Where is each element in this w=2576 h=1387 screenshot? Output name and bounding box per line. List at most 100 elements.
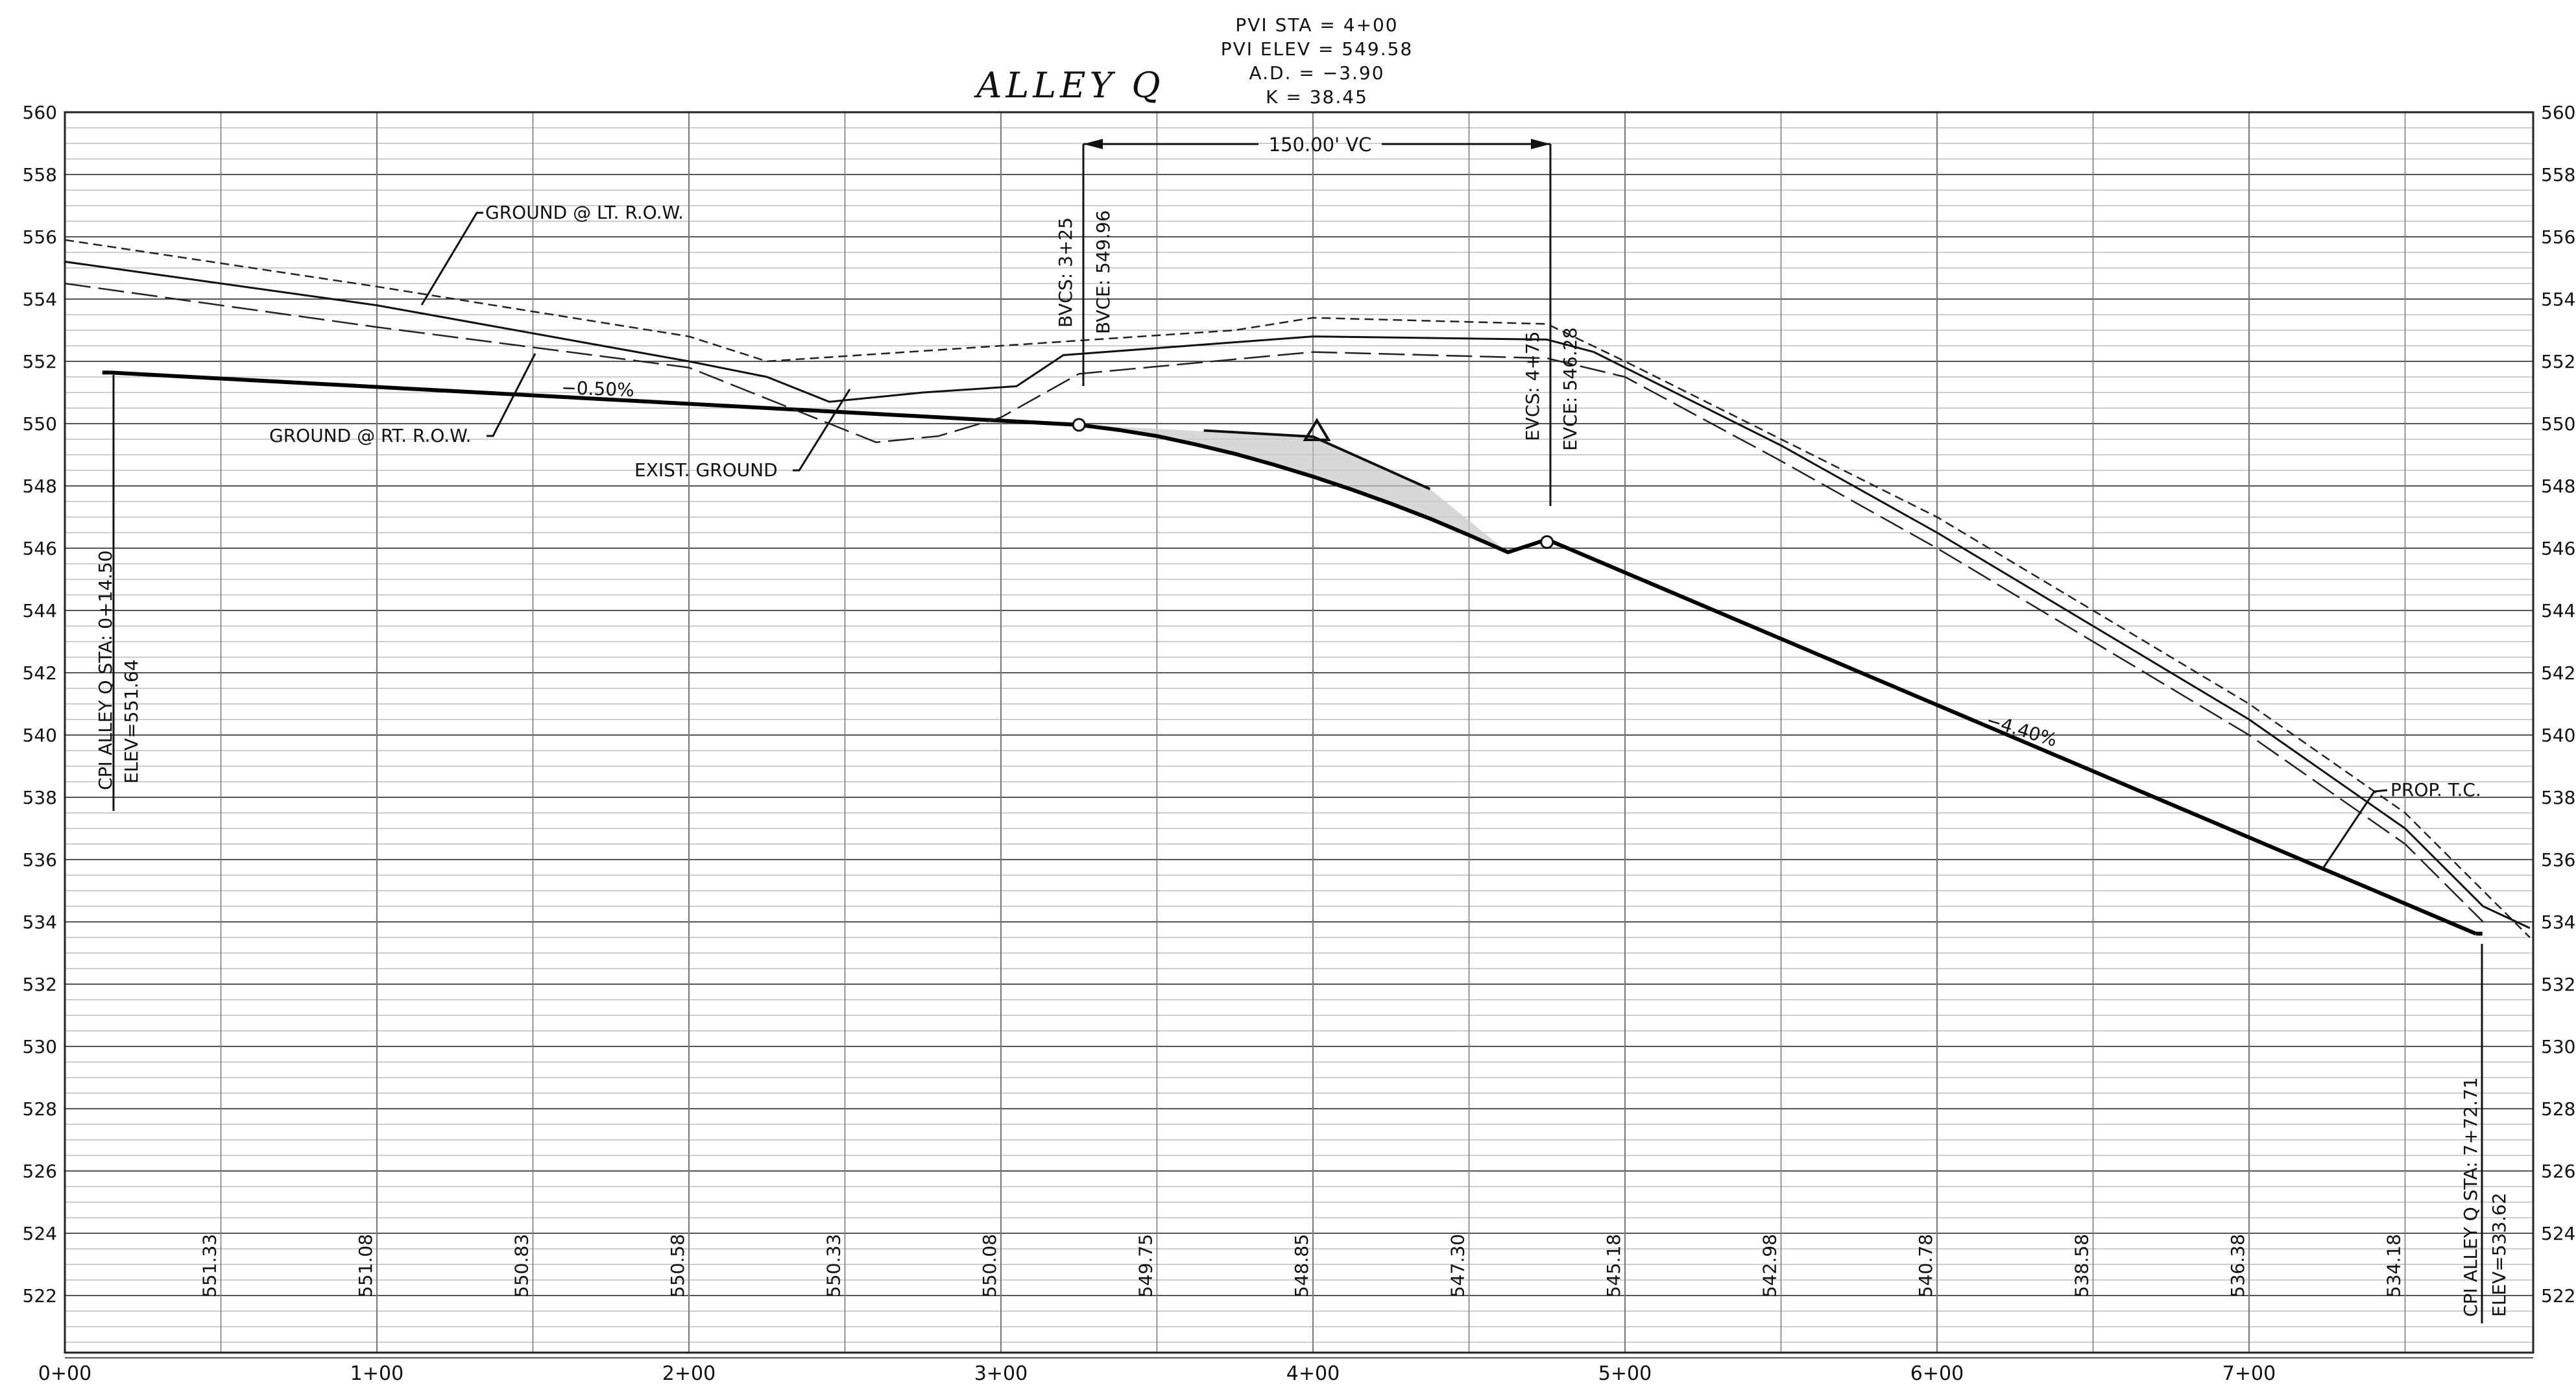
callout-prop-tc-label: PROP. T.C.: [2390, 779, 2481, 801]
y-tick-label-right: 540: [2541, 725, 2575, 746]
y-tick-label-left: 530: [23, 1036, 57, 1057]
profile-elevation-label: 551.08: [355, 1234, 376, 1297]
drawing-title: ALLEY Q: [973, 65, 1164, 106]
profile-elevation-label: 545.18: [1603, 1234, 1624, 1297]
cpi-start-elevation-label: ELEV=551.64: [121, 659, 142, 784]
profile-elevation-label: 538.58: [2071, 1234, 2093, 1297]
y-tick-label-right: 536: [2541, 849, 2575, 871]
x-tick-label: 1+00: [350, 1362, 403, 1385]
y-tick-label-right: 558: [2541, 164, 2575, 186]
profile-elevation-label: 548.85: [1291, 1234, 1312, 1297]
y-tick-label-right: 542: [2541, 662, 2575, 684]
y-tick-label-right: 554: [2541, 289, 2575, 310]
x-tick-label: 5+00: [1598, 1362, 1652, 1385]
y-tick-label-left: 528: [23, 1098, 57, 1120]
pvi-tangent-extension: [1203, 429, 1431, 490]
axis-labels: 522 522 524 524 526 526 528 528 530 530 532 532 534 5…: [23, 102, 2576, 1385]
x-tick-label: 4+00: [1286, 1362, 1340, 1385]
profile-elevation-label: 536.38: [2227, 1234, 2248, 1297]
y-tick-label-left: 532: [23, 974, 57, 995]
y-tick-label-right: 548: [2541, 476, 2575, 497]
y-tick-label-left: 546: [23, 538, 57, 559]
y-tick-label-left: 552: [23, 351, 57, 372]
callout-exist-ground: EXIST. GROUND: [634, 389, 851, 481]
y-tick-label-right: 526: [2541, 1161, 2575, 1182]
profile-lines: [64, 239, 2531, 938]
y-tick-label-right: 524: [2541, 1223, 2575, 1244]
y-tick-label-right: 538: [2541, 787, 2575, 808]
y-tick-label-left: 544: [23, 600, 57, 621]
y-tick-label-left: 560: [23, 102, 57, 123]
y-tick-label-left: 536: [23, 849, 57, 871]
evc-point: [1540, 535, 1554, 549]
y-tick-label-left: 524: [23, 1223, 57, 1244]
x-tick-label: 6+00: [1910, 1362, 1964, 1385]
k-value-text: K = 38.45: [1266, 86, 1368, 108]
pvi-info-block: PVI STA = 4+00 PVI ELEV = 549.58 A.D. = …: [1221, 14, 1414, 108]
pvi-triangle-icon: [1303, 418, 1331, 441]
cpi-end-marker: CPI ALLEY Q STA: 7+72.71 ELEV=533.62: [2460, 944, 2510, 1323]
profile-elevation-label: 550.08: [979, 1234, 1000, 1297]
y-tick-label-left: 554: [23, 289, 57, 310]
callout-ground-rt: GROUND @ RT. R.O.W.: [269, 353, 536, 446]
y-tick-label-right: 544: [2541, 600, 2575, 621]
y-tick-label-left: 548: [23, 476, 57, 497]
profile-elevation-label: 540.78: [1915, 1234, 1936, 1297]
cpi-start-station-label: CPI ALLEY Q STA: 0+14.50: [95, 550, 116, 790]
series-line-proposed-profile: [110, 370, 2477, 936]
y-tick-label-left: 542: [23, 662, 57, 684]
grid-frame: [64, 111, 2534, 1354]
grade-in-label: −0.50%: [561, 377, 635, 401]
series-line-ground-rt-r-o-w: [64, 282, 2484, 923]
x-tick-label: 7+00: [2222, 1362, 2276, 1385]
x-tick-label: 0+00: [38, 1362, 91, 1385]
y-tick-label-right: 522: [2541, 1285, 2575, 1307]
y-tick-label-right: 532: [2541, 974, 2575, 995]
pvi-elevation-text: PVI ELEV = 549.58: [1221, 38, 1414, 60]
callout-ground-rt-label: GROUND @ RT. R.O.W.: [269, 425, 472, 446]
y-tick-label-left: 526: [23, 1161, 57, 1182]
bvc-station-label: BVCS: 3+25: [1055, 217, 1076, 328]
algebraic-difference-text: A.D. = −3.90: [1249, 62, 1384, 84]
series-line-ground-lt-r-o-w: [64, 239, 2531, 938]
profile-elevation-label: 542.98: [1759, 1234, 1781, 1297]
y-tick-label-right: 546: [2541, 538, 2575, 559]
callout-prop-tc: PROP. T.C.: [2321, 779, 2481, 870]
y-tick-label-right: 530: [2541, 1036, 2575, 1057]
y-tick-label-right: 552: [2541, 351, 2575, 372]
profile-elevation-label: 550.58: [667, 1234, 688, 1297]
elevation-labels: 551.33 551.08 550.83 550.58 550.33 550.08 549.…: [199, 1234, 2405, 1297]
x-tick-label: 3+00: [974, 1362, 1028, 1385]
y-tick-label-left: 522: [23, 1285, 57, 1307]
y-tick-label-left: 538: [23, 787, 57, 808]
y-tick-label-right: 550: [2541, 413, 2575, 435]
profile-elevation-label: 534.18: [2383, 1234, 2405, 1297]
x-tick-label: 2+00: [662, 1362, 716, 1385]
y-tick-label-left: 556: [23, 226, 57, 248]
callout-ground-lt-label: GROUND @ LT. R.O.W.: [485, 202, 684, 223]
y-tick-label-right: 528: [2541, 1098, 2575, 1120]
profile-elevation-label: 550.83: [511, 1234, 533, 1297]
y-tick-label-right: 534: [2541, 911, 2575, 933]
y-tick-label-left: 550: [23, 413, 57, 435]
cpi-start-marker: CPI ALLEY Q STA: 0+14.50 ELEV=551.64: [95, 375, 142, 811]
evc-elevation-label: EVCE: 546.28: [1559, 328, 1581, 451]
callout-ground-lt: GROUND @ LT. R.O.W.: [420, 202, 684, 306]
vertical-curve-shading: [1079, 424, 1508, 553]
y-tick-label-left: 540: [23, 725, 57, 746]
bvc-point: [1072, 418, 1086, 432]
bvc-marker: BVCS: 3+25 BVCE: 549.96: [1055, 144, 1114, 386]
vc-length-label: 150.00' VC: [1269, 134, 1372, 156]
cpi-end-elevation-label: ELEV=533.62: [2488, 1192, 2510, 1317]
bvc-elevation-label: BVCE: 549.96: [1092, 210, 1114, 334]
y-tick-label-right: 556: [2541, 226, 2575, 248]
profile-elevation-label: 551.33: [199, 1234, 221, 1297]
y-tick-label-right: 560: [2541, 102, 2575, 123]
pvi-station-text: PVI STA = 4+00: [1235, 14, 1398, 36]
evc-station-label: EVCS: 4+75: [1522, 332, 1543, 441]
vc-length-dimension: 150.00' VC: [1083, 134, 1550, 156]
grid-lines: [64, 111, 2534, 1358]
profile-elevation-label: 549.75: [1135, 1234, 1157, 1297]
